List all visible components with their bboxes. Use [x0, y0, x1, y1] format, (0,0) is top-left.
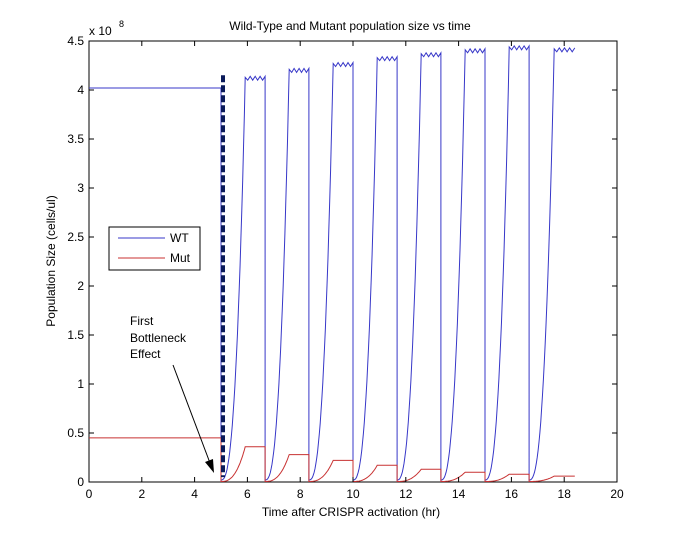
y-exponent: x 10 8 [89, 19, 124, 38]
y-tick-label: 4 [77, 83, 84, 97]
x-tick-label: 16 [505, 487, 519, 501]
legend-box [108, 226, 201, 271]
series-line-wt [89, 44, 576, 481]
y-tick-label: 1 [77, 377, 84, 391]
y-tick-label: 3 [77, 181, 84, 195]
y-tick-label: 2.5 [67, 230, 84, 244]
y-axis-label: Population Size (cells/ul) [44, 195, 58, 326]
y-tick-label: 2 [77, 279, 84, 293]
x-tick-label: 18 [558, 487, 572, 501]
x-axis-label: Time after CRISPR activation (hr) [262, 505, 440, 519]
y-tick-label: 3.5 [67, 132, 84, 146]
x-tick-label: 4 [191, 487, 198, 501]
y-exponent-base: x 10 [89, 24, 112, 38]
annotation-line-3: Effect [130, 347, 161, 361]
legend-mut-label: Mut [170, 251, 191, 265]
y-tick-label: 0 [77, 475, 84, 489]
legend: WT Mut [108, 226, 201, 271]
annotation: First Bottleneck Effect [130, 314, 214, 473]
x-tick-label: 2 [138, 487, 145, 501]
ticks-layer: 0 2 4 6 8 10 12 14 16 18 20 0 0.5 1 1.5 2 2.5 3 3.5 4 4.5 [67, 34, 624, 501]
chart-title: Wild-Type and Mutant population size vs … [229, 19, 471, 33]
series-layer [89, 44, 576, 482]
x-tick-label: 6 [244, 487, 251, 501]
x-tick-label: 20 [610, 487, 624, 501]
annotation-line-1: First [130, 314, 154, 328]
y-tick-label: 0.5 [67, 426, 84, 440]
y-exponent-power: 8 [119, 19, 124, 29]
annotation-arrowhead [205, 459, 214, 473]
x-tick-label: 8 [297, 487, 304, 501]
x-tick-label: 10 [346, 487, 360, 501]
y-tick-label: 1.5 [67, 328, 84, 342]
series-line-mut [89, 437, 575, 482]
x-tick-label: 14 [452, 487, 466, 501]
x-tick-label: 0 [86, 487, 93, 501]
annotation-arrow [172, 364, 211, 464]
x-tick-label: 12 [399, 487, 413, 501]
annotation-line-2: Bottleneck [130, 331, 187, 345]
legend-wt-label: WT [170, 231, 189, 245]
y-tick-label: 4.5 [67, 34, 84, 48]
